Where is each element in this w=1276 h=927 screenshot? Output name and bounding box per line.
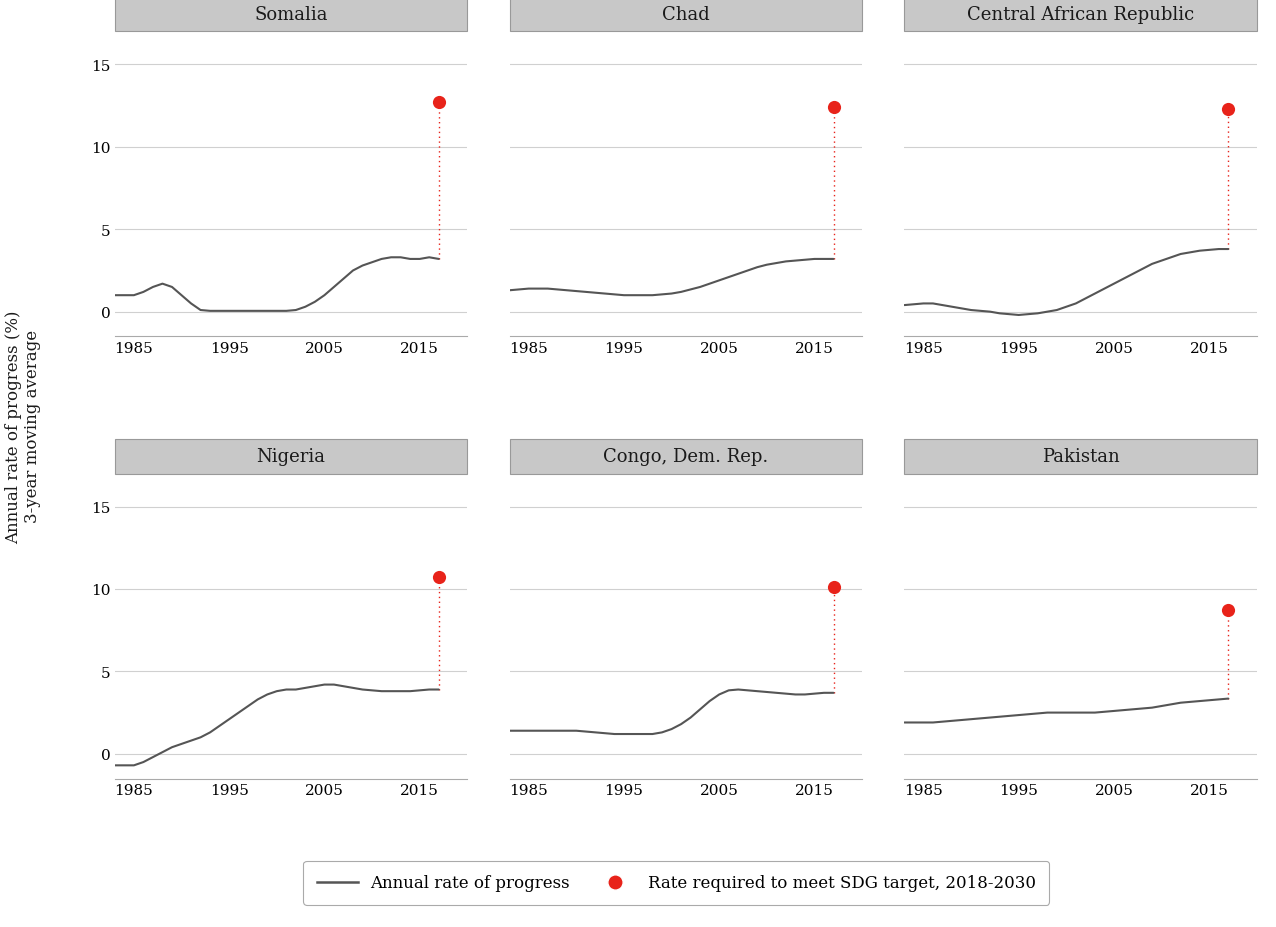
Point [1219,603,1239,618]
Text: Congo, Dem. Rep.: Congo, Dem. Rep. [604,448,768,465]
FancyBboxPatch shape [509,0,863,32]
Text: Chad: Chad [662,6,709,24]
FancyBboxPatch shape [115,439,467,474]
FancyBboxPatch shape [905,0,1257,32]
Point [429,95,449,110]
FancyBboxPatch shape [905,439,1257,474]
Point [429,570,449,585]
Text: Somalia: Somalia [254,6,328,24]
Text: Pakistan: Pakistan [1041,448,1119,465]
Text: Annual rate of progress (%)
3-year moving average: Annual rate of progress (%) 3-year movin… [5,310,41,543]
Text: Nigeria: Nigeria [256,448,325,465]
FancyBboxPatch shape [115,0,467,32]
Point [823,580,843,595]
Legend: Annual rate of progress, Rate required to meet SDG target, 2018-2030: Annual rate of progress, Rate required t… [304,861,1049,905]
FancyBboxPatch shape [509,439,863,474]
Text: Central African Republic: Central African Republic [967,6,1194,24]
Point [1219,102,1239,117]
Point [823,101,843,116]
